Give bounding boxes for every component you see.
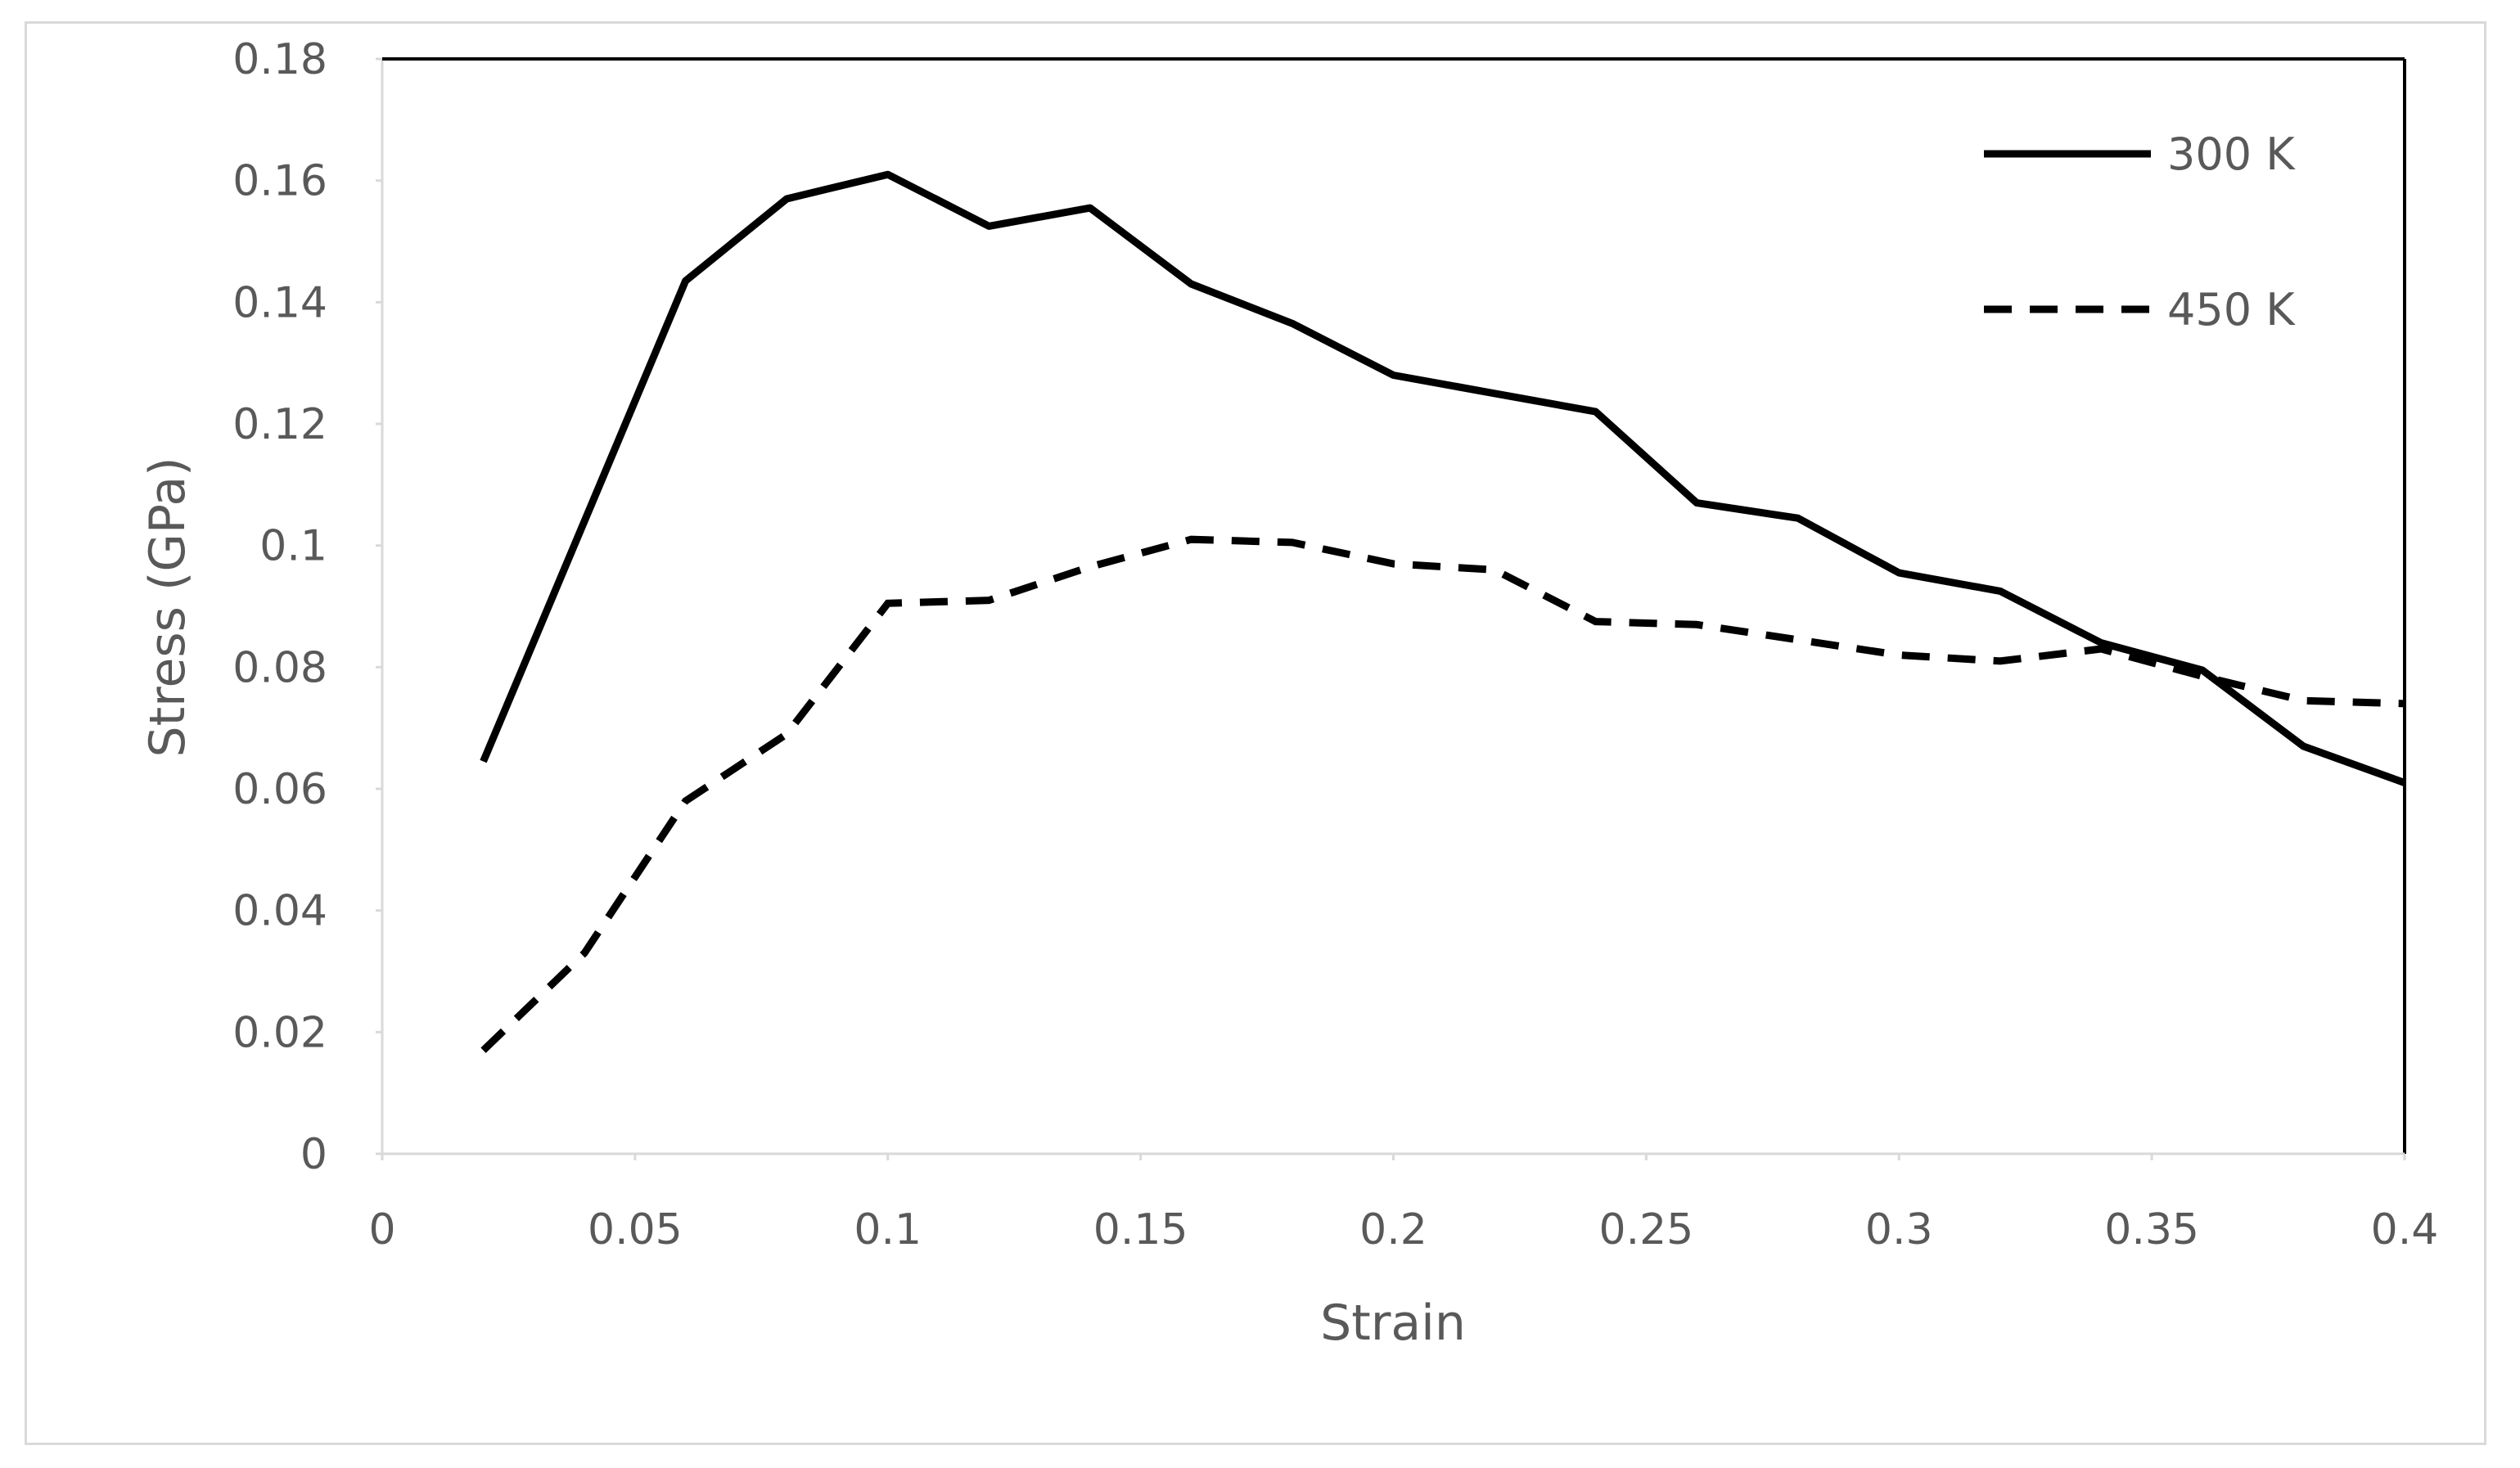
series-layer (480, 170, 2406, 1053)
y-tick-label: 0.1 (259, 522, 327, 571)
y-axis-title: Stress (GPa) (139, 457, 196, 757)
x-tick-label: 0.35 (2104, 1205, 2199, 1254)
y-tick-label: 0.02 (232, 1008, 327, 1057)
y-tick-label: 0.08 (232, 643, 327, 692)
legend-label: 300 K (2167, 128, 2296, 180)
x-axis-title: Strain (1320, 1295, 1466, 1352)
x-axis: 0 0.05 0.1 0.15 0.2 0.25 0.3 0.35 0.4 (368, 1154, 2438, 1254)
x-tick-label: 0 (368, 1205, 395, 1254)
x-tick-label: 0.05 (588, 1205, 683, 1254)
y-tick-label: 0.18 (232, 35, 327, 84)
legend-label: 450 K (2167, 284, 2296, 335)
x-tick-label: 0.25 (1598, 1205, 1693, 1254)
x-tick-label: 0.2 (1359, 1205, 1427, 1254)
chart-frame (25, 21, 2486, 1445)
series-line-300-k (480, 170, 2406, 786)
y-tick-label: 0.16 (232, 157, 327, 206)
plot-area (381, 57, 2406, 1155)
x-tick-label: 0.15 (1093, 1205, 1188, 1254)
y-tick-label: 0.14 (232, 278, 327, 327)
x-tick-label: 0.3 (1865, 1205, 1933, 1254)
y-tick-label: 0.06 (232, 765, 327, 814)
y-tick-label: 0.12 (232, 400, 327, 449)
series-line-450-k (480, 535, 2405, 1053)
x-tick-label: 0.1 (854, 1205, 922, 1254)
legend: 300 K 450 K (1984, 128, 2296, 335)
y-axis: 0 0.02 0.04 0.06 0.08 0.1 0.12 0.14 0.16 0.18 (232, 35, 382, 1179)
y-tick-label: 0.04 (232, 887, 327, 936)
y-tick-label: 0 (300, 1130, 327, 1179)
x-tick-label: 0.4 (2371, 1205, 2439, 1254)
